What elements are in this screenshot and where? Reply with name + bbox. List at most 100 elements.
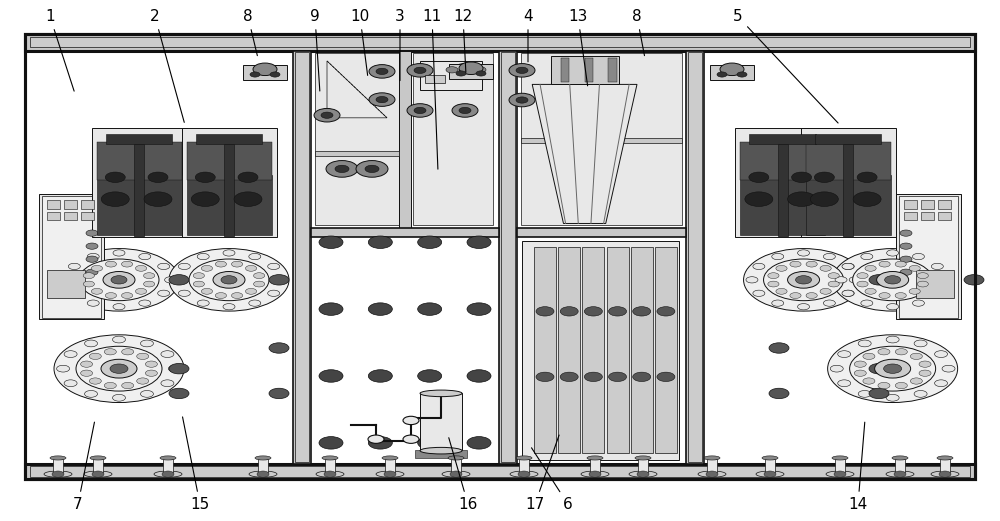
Circle shape [64,380,77,387]
Circle shape [369,93,395,106]
Circle shape [319,303,343,315]
Circle shape [806,261,817,267]
Circle shape [838,351,851,357]
Circle shape [869,364,889,374]
Bar [815,133,881,144]
Circle shape [518,471,530,477]
Circle shape [834,471,846,477]
Bar [385,459,395,472]
Bar [186,175,272,235]
Circle shape [64,351,77,357]
Bar [311,228,499,237]
Bar [420,393,462,451]
Ellipse shape [635,456,651,460]
Circle shape [459,107,471,114]
Circle shape [158,263,170,269]
Bar [631,247,653,453]
Circle shape [509,93,535,107]
Circle shape [368,236,392,249]
Ellipse shape [886,471,914,477]
Circle shape [86,256,98,262]
Circle shape [201,289,213,294]
Circle shape [376,96,388,103]
Circle shape [914,340,927,347]
Circle shape [467,370,491,382]
Circle shape [368,303,392,315]
Circle shape [509,64,535,77]
Circle shape [215,293,227,299]
Circle shape [319,236,343,249]
Ellipse shape [510,471,538,477]
Circle shape [376,68,388,75]
Circle shape [368,435,384,443]
Ellipse shape [826,471,854,477]
Ellipse shape [420,448,462,454]
Circle shape [467,437,491,449]
Circle shape [467,303,491,315]
Circle shape [917,281,928,287]
Circle shape [764,259,844,301]
Circle shape [269,275,289,285]
Bar [64,212,77,220]
Circle shape [145,361,157,367]
Ellipse shape [255,456,271,460]
Text: 17: 17 [525,435,559,512]
Bar [399,51,411,228]
Bar [315,151,399,156]
Bar [801,128,896,238]
Bar [558,247,580,453]
Bar [47,269,85,298]
Circle shape [193,281,204,287]
Circle shape [319,437,343,449]
Circle shape [768,272,779,279]
Circle shape [909,265,920,271]
Circle shape [878,382,890,389]
Circle shape [912,300,924,306]
Circle shape [89,378,101,384]
Circle shape [104,349,116,355]
Circle shape [403,416,419,425]
Circle shape [823,253,835,259]
Bar [25,34,975,479]
Bar [42,195,101,317]
Ellipse shape [516,456,532,460]
Circle shape [857,281,868,287]
Circle shape [877,271,909,288]
Circle shape [964,275,984,285]
Text: 2: 2 [150,9,184,122]
Circle shape [213,271,245,288]
Circle shape [833,249,953,311]
Circle shape [59,249,179,311]
Circle shape [144,272,155,279]
Circle shape [857,172,877,182]
Circle shape [938,277,950,283]
Circle shape [887,304,899,310]
Ellipse shape [160,456,176,460]
Text: 5: 5 [733,9,838,123]
Bar [47,200,60,208]
Circle shape [861,300,873,306]
Circle shape [863,353,875,359]
Circle shape [854,370,866,376]
Circle shape [83,281,94,287]
Ellipse shape [382,456,398,460]
Circle shape [162,471,174,477]
Bar [25,34,975,51]
Circle shape [609,307,627,316]
Bar [585,58,593,82]
Circle shape [86,269,98,275]
Circle shape [368,370,392,382]
Circle shape [863,378,875,384]
Ellipse shape [698,471,726,477]
Bar [521,139,682,143]
Circle shape [879,261,890,267]
Circle shape [849,277,861,283]
Circle shape [798,304,810,310]
Circle shape [254,281,265,287]
Circle shape [193,272,204,279]
Circle shape [137,353,149,359]
Circle shape [869,275,889,285]
Circle shape [169,249,289,311]
Circle shape [135,265,147,271]
Circle shape [516,67,528,73]
